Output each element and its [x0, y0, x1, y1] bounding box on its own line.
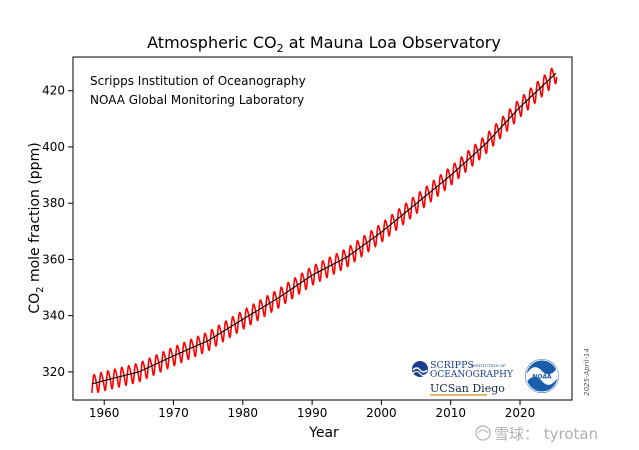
- plot-frame: [72, 56, 573, 401]
- y-tick-label: 320: [42, 365, 65, 379]
- x-tick-label: 1990: [297, 406, 328, 420]
- scripps-name-1: SCRIPPS: [430, 360, 474, 371]
- scripps-name-small: INSTITUTION OF: [471, 363, 506, 368]
- watermark: 雪球： tyrotan: [475, 425, 598, 443]
- snowball-icon: [475, 425, 491, 441]
- x-axis-label: Year: [308, 425, 339, 441]
- series-trend-line: [91, 72, 557, 385]
- y-tick-label: 340: [42, 309, 65, 323]
- noaa-logo: NOAA: [525, 359, 559, 393]
- date-stamp: 2025-April-14: [583, 348, 591, 396]
- annotation-noaa: NOAA Global Monitoring Laboratory: [90, 93, 304, 107]
- x-axis: 1960 1970 1980 1990 2000 2010 2020: [89, 400, 535, 420]
- y-tick-label: 400: [42, 140, 65, 154]
- x-tick-label: 1970: [158, 406, 189, 420]
- scripps-name-2: OCEANOGRAPHY: [430, 370, 514, 380]
- ucsd-logo: UCSan Diego: [430, 382, 505, 396]
- x-tick-label: 2010: [435, 406, 466, 420]
- x-tick-label: 1980: [228, 406, 259, 420]
- y-axis: 320 340 360 380 400 420: [42, 84, 73, 379]
- series-monthly-line: [90, 67, 558, 394]
- scripps-logo: SCRIPPS INSTITUTION OF OCEANOGRAPHY: [412, 360, 514, 380]
- y-tick-label: 360: [42, 252, 65, 266]
- watermark-text: 雪球： tyrotan: [494, 425, 598, 443]
- x-tick-label: 2000: [366, 406, 397, 420]
- ucsd-text: UCSan Diego: [430, 382, 505, 395]
- noaa-text: NOAA: [532, 374, 552, 381]
- series-layer: [90, 67, 558, 394]
- chart-title: Atmospheric CO2 at Mauna Loa Observatory: [147, 33, 501, 55]
- y-axis-label: CO2 mole fraction (ppm): [27, 142, 46, 313]
- annotation-scripps: Scripps Institution of Oceanography: [90, 74, 306, 88]
- x-tick-label: 2020: [505, 406, 536, 420]
- x-tick-label: 1960: [89, 406, 120, 420]
- y-tick-label: 380: [42, 196, 65, 210]
- y-tick-label: 420: [42, 84, 65, 98]
